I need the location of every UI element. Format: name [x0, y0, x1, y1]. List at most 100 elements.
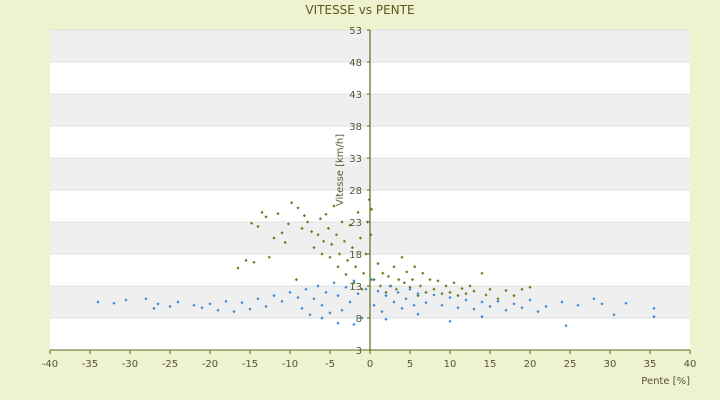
data-point-series-0	[296, 206, 300, 210]
x-tick-label: 15	[484, 359, 497, 370]
data-point-series-1	[152, 306, 156, 310]
data-point-series-1	[312, 297, 316, 301]
data-point-series-0	[384, 290, 388, 294]
data-point-series-0	[378, 284, 382, 288]
data-point-series-0	[448, 290, 452, 294]
data-point-series-0	[348, 223, 352, 227]
data-point-series-1	[348, 300, 352, 304]
data-point-series-1	[264, 304, 268, 309]
x-tick-label: -5	[325, 359, 335, 370]
data-point-series-0	[436, 279, 440, 283]
data-point-series-0	[424, 290, 428, 294]
data-point-series-0	[444, 284, 448, 288]
data-point-series-1	[388, 284, 392, 288]
data-point-series-1	[472, 307, 476, 311]
data-point-series-0	[334, 233, 338, 237]
data-point-series-0	[310, 230, 314, 234]
data-point-series-1	[352, 322, 356, 326]
data-point-series-1	[412, 303, 416, 307]
data-point-series-1	[400, 306, 404, 310]
data-point-series-1	[340, 308, 344, 312]
data-point-series-1	[448, 319, 452, 323]
x-tick-label: 25	[564, 359, 577, 370]
data-point-series-0	[344, 272, 348, 277]
y-axis-label: Vitesse [km/h]	[335, 134, 346, 206]
data-point-series-1	[432, 293, 436, 297]
axes: -40 -35 -30 -25 -20 -15 -10 -5 0 5 10 15 20 25 30 35 40 3…	[42, 26, 697, 370]
data-point-series-1	[652, 306, 656, 310]
data-point-series-0	[362, 271, 366, 275]
data-point-series-1	[144, 297, 148, 301]
y-tick-label: 3	[356, 346, 362, 357]
data-point-series-0	[352, 281, 356, 285]
data-point-series-0	[376, 262, 380, 266]
x-tick-label: -10	[282, 359, 298, 370]
x-tick-label: 0	[367, 359, 373, 370]
data-point-series-0	[496, 297, 500, 301]
data-point-series-0	[236, 266, 240, 270]
data-point-series-1	[192, 303, 196, 307]
data-point-series-0	[332, 204, 336, 208]
data-point-series-1	[208, 302, 212, 306]
data-point-series-0	[460, 286, 464, 291]
data-point-series-1	[352, 279, 356, 283]
data-point-series-1	[336, 321, 340, 325]
data-point-series-1	[240, 301, 244, 305]
data-point-series-1	[336, 294, 340, 298]
data-point-series-1	[112, 301, 116, 305]
data-point-series-0	[468, 284, 472, 288]
x-tick-label: -40	[42, 359, 58, 370]
data-point-series-0	[356, 210, 360, 214]
data-point-series-1	[256, 297, 260, 301]
data-point-series-1	[364, 287, 368, 291]
data-point-series-1	[176, 300, 180, 304]
data-point-series-1	[156, 302, 160, 306]
y-tick-label: 18	[349, 250, 362, 261]
data-point-series-1	[564, 324, 568, 328]
data-point-series-0	[432, 287, 436, 291]
data-point-series-0	[256, 224, 260, 229]
data-point-series-0	[280, 231, 284, 235]
y-tick-label: 48	[349, 58, 362, 69]
data-point-series-1	[356, 292, 360, 296]
data-point-series-1	[560, 300, 564, 304]
data-point-series-0	[338, 252, 342, 256]
y-tick-label: 23	[349, 218, 362, 229]
data-point-series-1	[360, 316, 364, 320]
data-point-series-0	[283, 240, 287, 245]
data-point-series-0	[318, 217, 322, 221]
data-point-series-1	[320, 303, 324, 307]
y-tick-label: 33	[349, 154, 362, 165]
data-point-series-0	[244, 258, 248, 262]
data-point-series-1	[316, 284, 320, 288]
x-tick-label: -25	[162, 359, 178, 370]
data-point-series-1	[488, 304, 492, 309]
data-point-series-1	[328, 311, 332, 315]
data-point-series-1	[464, 298, 468, 302]
data-point-series-1	[456, 306, 460, 310]
data-point-series-0	[410, 278, 414, 282]
x-tick-label: -35	[82, 359, 98, 370]
data-point-series-1	[448, 295, 452, 300]
data-point-series-1	[376, 289, 380, 293]
data-point-series-0	[528, 285, 532, 289]
x-tick-label: 20	[524, 359, 537, 370]
data-point-series-0	[276, 212, 280, 216]
data-point-series-1	[124, 298, 128, 302]
data-point-series-0	[340, 220, 344, 224]
data-point-series-0	[456, 294, 460, 298]
data-point-series-1	[396, 290, 400, 294]
data-point-series-1	[308, 313, 312, 317]
data-point-series-1	[320, 316, 324, 320]
data-point-series-0	[392, 265, 396, 269]
y-tick-label: 38	[349, 122, 362, 133]
data-point-series-1	[324, 290, 328, 294]
data-point-series-0	[520, 287, 524, 291]
data-point-series-0	[342, 239, 346, 243]
data-point-series-1	[300, 306, 304, 310]
data-point-series-0	[394, 287, 398, 291]
data-point-series-1	[576, 303, 580, 307]
data-point-series-0	[252, 260, 256, 264]
data-point-series-1	[592, 297, 596, 301]
